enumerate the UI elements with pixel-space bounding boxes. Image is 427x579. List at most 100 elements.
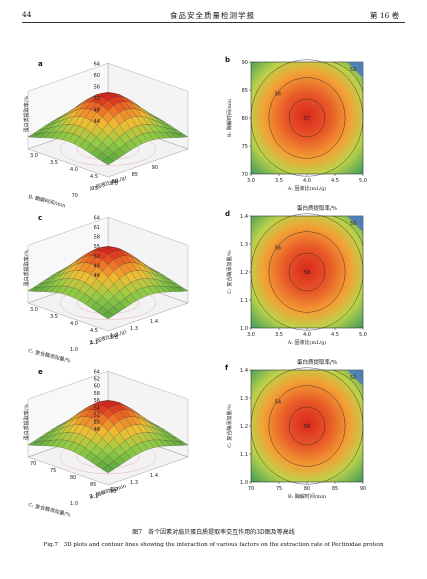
contour-svg: 57 56 52 3.0 3.5 4.0 4.5 5.0 70 75 80 85 90 A: 固液比(mL… xyxy=(226,59,367,192)
y-tick: 1.1 xyxy=(90,340,98,346)
x-tick: 3.5 xyxy=(275,332,283,338)
x-axis-label: A: 固液比(mL/g) xyxy=(287,339,327,346)
contour-plot-f: f 蛋白质提取率/% 56 54 52 70 75 80 85 90 1.0 1.1 1.2 1.3 1.4… xyxy=(223,358,383,508)
contour-ring-value: 56 xyxy=(275,92,281,98)
x-tick: 80 xyxy=(70,475,76,481)
x-tick: 4.0 xyxy=(303,178,311,184)
contour-ring-value: 54 xyxy=(275,400,281,406)
surface-facet xyxy=(102,311,114,320)
contour-title: 蛋白质提取率/% xyxy=(296,360,338,366)
y-tick: 1.4 xyxy=(150,319,158,325)
x-tick: 5.0 xyxy=(110,181,118,187)
contour-corner-value: 50 xyxy=(350,221,356,227)
y-tick: 1.3 xyxy=(130,480,138,486)
contour-field xyxy=(250,61,364,175)
page-number: 44 xyxy=(22,10,32,19)
y-tick: 1.0 xyxy=(70,501,78,507)
z-tick: 49 xyxy=(94,263,100,269)
y-tick: 70 xyxy=(72,193,78,199)
contour-line xyxy=(288,252,326,292)
header-rule xyxy=(22,22,405,23)
contour-ring-value: 56 xyxy=(275,246,281,252)
y-tick: 1.4 xyxy=(240,214,248,220)
y-tick: 1.4 xyxy=(240,368,248,374)
x-tick: 75 xyxy=(276,486,282,492)
z-tick: 46 xyxy=(94,273,100,279)
x-tick: 3.0 xyxy=(247,332,255,338)
y-tick: 1.0 xyxy=(70,347,78,353)
y-tick: 1.1 xyxy=(240,298,248,304)
contour-plot-b: b 57 56 52 3.0 3.5 4.0 4.5 5.0 70 75 80 85 90 A: 固液比(m… xyxy=(223,50,383,200)
journal-name: 食品安全质量检测学报 xyxy=(170,11,255,20)
contour-title: 蛋白质提取率/% xyxy=(296,206,338,212)
contour-center-value: 56 xyxy=(304,424,310,430)
z-axis-label: 蛋白质提取率/% xyxy=(23,404,30,441)
contour-line xyxy=(288,406,326,446)
corner-patch xyxy=(347,370,363,386)
y-tick: 75 xyxy=(242,144,248,150)
x-tick: 4.0 xyxy=(303,332,311,338)
y-axis-label: B: 酶解时间/min xyxy=(226,98,233,137)
y-tick: 1.2 xyxy=(110,487,118,493)
y-tick: 90 xyxy=(152,165,158,171)
surface-plot-c: c 64 61 58 55 52 49 46 蛋白质提取率/% 3.0 3.5 4.0 4.5 5.0 A:… xyxy=(20,208,189,365)
z-tick: 64 xyxy=(94,61,100,67)
z-tick: 54 xyxy=(94,405,100,411)
y-axis-label: B: 酶解时间/min xyxy=(28,193,68,209)
z-tick: 44 xyxy=(94,119,100,125)
y-tick: 80 xyxy=(242,116,248,122)
x-tick: 90 xyxy=(360,486,366,492)
contour-svg: 56 54 52 70 75 80 85 90 1.0 1.1 1.2 1.3 1.4 B: 酶解时间/m… xyxy=(226,367,366,500)
x-tick: 3.5 xyxy=(275,178,283,184)
y-tick: 1.2 xyxy=(240,424,248,430)
z-tick: 48 xyxy=(94,427,100,433)
y-tick: 85 xyxy=(242,88,248,94)
x-tick: 4.0 xyxy=(70,167,78,173)
z-tick: 56 xyxy=(94,84,100,90)
x-tick: 80 xyxy=(304,486,310,492)
contour-corner-value: 52 xyxy=(350,375,356,381)
z-tick: 64 xyxy=(94,215,100,221)
contour-field xyxy=(250,369,364,483)
y-tick: 1.2 xyxy=(240,270,248,276)
z-tick: 56 xyxy=(94,398,100,404)
z-tick: 60 xyxy=(94,73,100,79)
surface-plot-a: a 64 60 56 52 48 44 蛋白质提取率/% 3.0 3.5 4.0 4.5 5.0 A: 固… xyxy=(20,54,189,209)
y-tick: 1.3 xyxy=(240,396,248,402)
x-tick: 3.5 xyxy=(50,314,58,320)
x-axis-label: B: 酶解时间/min xyxy=(288,493,327,500)
z-tick: 50 xyxy=(94,420,100,426)
y-tick: 75 xyxy=(92,186,98,192)
panel-label: d xyxy=(225,210,231,218)
contour-svg: 58 56 50 3.0 3.5 4.0 4.5 5.0 1.0 1.1 1.2 1.3 1.4 A: 固… xyxy=(226,213,367,346)
contour-line xyxy=(268,385,346,467)
panel-label: c xyxy=(38,214,43,222)
surface-plot-e: e 64 62 60 58 56 54 52 50 48 蛋白质提取率/% 70 75 80 85 90 B: … xyxy=(20,362,189,519)
surface-facet xyxy=(102,465,114,474)
contour-line xyxy=(332,369,364,401)
x-tick: 4.0 xyxy=(70,321,78,327)
corner-patch xyxy=(347,62,363,78)
z-axis-label: 蛋白质提取率/% xyxy=(23,250,30,287)
x-tick: 85 xyxy=(90,482,96,488)
z-tick: 60 xyxy=(94,384,100,390)
caption-en: Fig.7 3D plots and contour lines showing… xyxy=(43,542,384,548)
y-tick: 90 xyxy=(242,60,248,66)
x-tick: 3.5 xyxy=(50,160,58,166)
z-tick: 58 xyxy=(94,235,100,241)
contour-line xyxy=(288,98,326,138)
z-tick: 55 xyxy=(94,244,100,250)
contour-corner-value: 52 xyxy=(350,67,356,73)
contour-plot-d: d 蛋白质提取率/% 58 56 50 3.0 3.5 4.0 4.5 5.0 1.0 1.1 1.2 1… xyxy=(223,204,383,354)
z-tick: 52 xyxy=(94,413,100,419)
x-tick: 3.0 xyxy=(30,307,38,313)
panel-label: a xyxy=(38,60,43,68)
x-tick: 5.0 xyxy=(359,178,367,184)
y-tick: 1.1 xyxy=(90,494,98,500)
x-tick: 4.5 xyxy=(331,178,339,184)
x-tick: 70 xyxy=(30,461,36,467)
panel-label: b xyxy=(225,56,231,64)
x-tick: 5.0 xyxy=(110,335,118,341)
